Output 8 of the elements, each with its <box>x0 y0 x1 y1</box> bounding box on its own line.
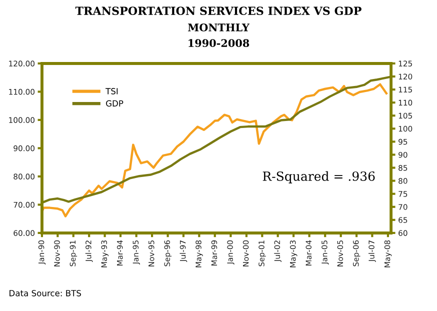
legend-label: GDP <box>106 100 124 107</box>
chart-subtitle: MONTHLY 1990-2008 <box>188 24 250 48</box>
chart-title: TRANSPORTATION SERVICES INDEX VS GDP <box>75 6 362 16</box>
line-series <box>42 83 388 218</box>
legend-label: TSI <box>106 88 118 94</box>
annotation: R-Squared = .936 <box>262 171 375 184</box>
line-series <box>42 76 391 204</box>
source-note: Data Source: BTS <box>10 290 81 296</box>
